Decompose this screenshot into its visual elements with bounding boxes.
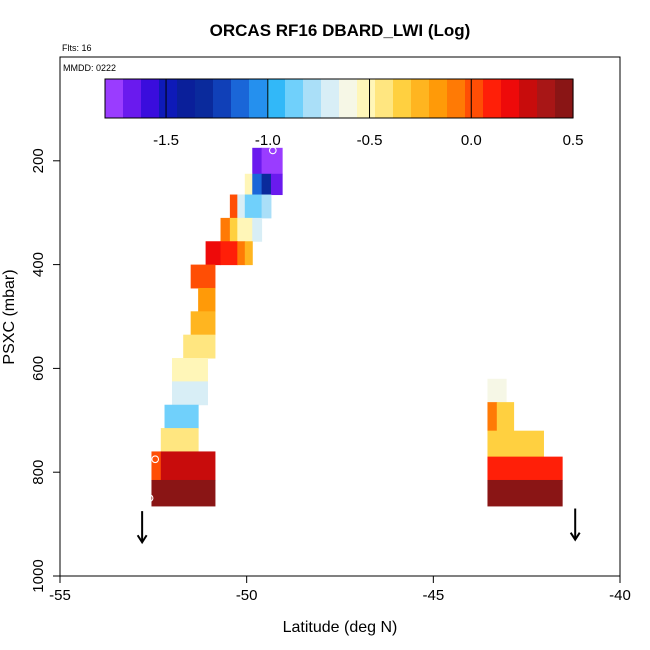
flight-marker bbox=[268, 146, 277, 155]
x-axis: -55 -50 -45 -40 bbox=[49, 576, 631, 604]
heatmap-cell bbox=[270, 147, 283, 175]
colorbar-segment bbox=[159, 79, 178, 118]
y-tick-label: 600 bbox=[30, 356, 47, 381]
colorbar-tick-label: -1.0 bbox=[255, 132, 281, 149]
direction-arrows bbox=[136, 508, 581, 545]
heatmap-cell bbox=[160, 428, 199, 452]
heatmap-cell bbox=[244, 173, 253, 196]
colorbar-segment bbox=[213, 79, 232, 118]
colorbar-segment bbox=[177, 79, 196, 118]
colorbar-segment bbox=[141, 79, 160, 118]
colorbar-segment bbox=[105, 79, 124, 118]
colorbar-segment bbox=[519, 79, 538, 118]
y-axis: 200 400 600 800 1000 bbox=[30, 148, 60, 593]
y-axis-label: PSXC (mbar) bbox=[1, 269, 18, 364]
mmdd-label: MMDD: 0222 bbox=[63, 63, 116, 73]
heatmap-cell bbox=[205, 241, 222, 266]
heatmap-cell bbox=[220, 241, 238, 266]
heatmap-cell bbox=[229, 217, 238, 242]
flight-markers bbox=[145, 146, 277, 503]
heatmap-cell bbox=[252, 217, 263, 242]
y-tick-label: 400 bbox=[30, 252, 47, 277]
colorbar-segment bbox=[249, 79, 268, 118]
heatmap-cell bbox=[172, 381, 208, 406]
heatmap-cell bbox=[487, 378, 507, 403]
x-tick-label: -55 bbox=[49, 587, 71, 604]
heatmap-cell bbox=[237, 241, 246, 266]
heatmap-cell bbox=[252, 147, 263, 175]
heatmap-cell bbox=[220, 217, 231, 242]
x-tick-label: -45 bbox=[422, 587, 444, 604]
colorbar-segment bbox=[357, 79, 376, 118]
colorbar-segment bbox=[555, 79, 574, 118]
colorbar-segment bbox=[375, 79, 394, 118]
colorbar-segment bbox=[483, 79, 502, 118]
colorbar-segment bbox=[339, 79, 358, 118]
colorbar-segment bbox=[303, 79, 322, 118]
heatmap-cell bbox=[244, 241, 253, 266]
heatmap-cell bbox=[164, 404, 199, 429]
colorbar-segment bbox=[501, 79, 520, 118]
x-axis-label: Latitude (deg N) bbox=[283, 619, 398, 636]
colorbar-tick-label: 0.0 bbox=[461, 132, 482, 149]
heatmap-cell bbox=[487, 402, 498, 432]
heatmap-cell bbox=[237, 194, 246, 219]
heatmap-cell bbox=[261, 173, 272, 196]
y-tick-label: 800 bbox=[30, 460, 47, 485]
heatmap-cell bbox=[252, 173, 263, 196]
colorbar-segment bbox=[231, 79, 250, 118]
colorbar-segment bbox=[123, 79, 142, 118]
heatmap-cell bbox=[244, 194, 263, 219]
heatmap-cell bbox=[172, 358, 208, 382]
colorbar-segment bbox=[267, 79, 286, 118]
chart-title: ORCAS RF16 DBARD_LWI (Log) bbox=[210, 21, 471, 40]
heatmap-cell bbox=[261, 194, 272, 219]
heatmap-cell bbox=[190, 264, 216, 289]
heatmap-cell bbox=[496, 402, 515, 432]
y-tick-label: 1000 bbox=[30, 559, 47, 592]
flight-marker bbox=[151, 455, 160, 464]
heatmap-cell bbox=[229, 194, 238, 219]
colorbar-segment bbox=[447, 79, 466, 118]
heatmap-cell bbox=[190, 311, 216, 336]
colorbar-segment bbox=[537, 79, 556, 118]
heatmap-cell bbox=[261, 147, 272, 175]
colorbar: -1.5 -1.0 -0.5 0.0 0.5 bbox=[104, 78, 584, 149]
colorbar-segment bbox=[465, 79, 484, 118]
colorbar-segment bbox=[285, 79, 304, 118]
colorbar-segment bbox=[321, 79, 340, 118]
heatmap-cell bbox=[487, 430, 544, 458]
heatmap-cell bbox=[198, 287, 216, 312]
arrow-head bbox=[569, 532, 581, 542]
arrow-head bbox=[136, 534, 148, 545]
x-tick-label: -40 bbox=[609, 587, 631, 604]
colorbar-segment bbox=[429, 79, 448, 118]
flights-label: Flts: 16 bbox=[62, 43, 92, 53]
colorbar-tick-label: -0.5 bbox=[357, 132, 383, 149]
heatmap-cell bbox=[151, 451, 162, 481]
flight-marker bbox=[173, 271, 182, 279]
y-tick-label: 200 bbox=[30, 148, 47, 173]
heatmap-cell bbox=[160, 451, 216, 481]
heatmap-cells bbox=[151, 147, 563, 507]
heatmap-cell bbox=[270, 173, 283, 196]
heatmap-cell bbox=[487, 456, 563, 481]
colorbar-segment bbox=[393, 79, 412, 118]
colorbar-tick-label: 0.5 bbox=[563, 132, 584, 149]
heatmap-cell bbox=[237, 217, 253, 242]
heatmap-cell bbox=[151, 479, 216, 507]
plot-frame bbox=[59, 56, 621, 577]
x-tick-label: -50 bbox=[236, 587, 258, 604]
colorbar-tick-label: -1.5 bbox=[153, 132, 179, 149]
colorbar-segment bbox=[195, 79, 214, 118]
heatmap-cell bbox=[183, 334, 216, 359]
colorbar-segment bbox=[411, 79, 430, 118]
flight-marker bbox=[145, 494, 154, 503]
heatmap-cell bbox=[487, 479, 563, 507]
